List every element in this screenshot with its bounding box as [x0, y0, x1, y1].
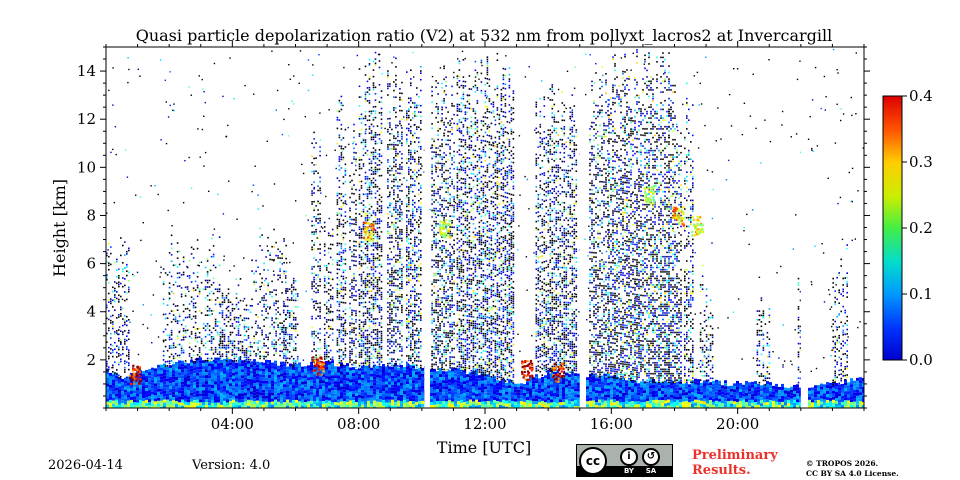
y-axis-label: Height [km]: [50, 179, 69, 277]
x-tick-label: 08:00: [337, 415, 380, 433]
footer-version: Version: 4.0: [192, 458, 271, 473]
cloud-column-5: [311, 131, 321, 366]
cloud-column-12: [431, 65, 455, 371]
colorbar-tick-label: 0.1: [909, 285, 933, 303]
copyright-line1: © TROPOS 2026.: [806, 459, 879, 468]
preliminary-results: Preliminary Results.: [692, 448, 778, 478]
boundary-layer-band: [106, 357, 864, 408]
y-tick-label: 6: [86, 255, 96, 273]
y-tick-label: 12: [77, 110, 96, 128]
cc-icon: cc: [579, 447, 607, 475]
x-axis-label: Time [UTC]: [437, 438, 531, 457]
by-icon: i: [620, 448, 638, 466]
cloud-column-20: [756, 297, 771, 386]
cloud-column-17: [668, 82, 682, 384]
background-noise: [106, 48, 864, 373]
cc-license-badge: cc i ↺ BY SA: [576, 444, 673, 477]
data-gap-1: [579, 47, 584, 408]
data-gap-0: [424, 47, 429, 408]
cloud-column-8: [349, 123, 357, 369]
cloud-column-9: [358, 51, 383, 369]
cloud-column-14: [535, 84, 578, 379]
depolarizing-layer-3: [672, 206, 685, 227]
copyright-notice: © TROPOS 2026. CC BY SA 4.0 License.: [806, 459, 899, 479]
colorbar-tick-label: 0.4: [909, 87, 933, 105]
x-tick-label: 04:00: [211, 415, 254, 433]
cloud-column-15: [589, 66, 609, 378]
depolarizing-layer-8: [552, 362, 566, 383]
y-tick-label: 14: [77, 62, 96, 80]
depolarizing-layer-1: [438, 219, 452, 239]
data-gap-2: [800, 47, 806, 408]
x-tick-label: 12:00: [463, 415, 506, 433]
cloud-column-19: [699, 264, 714, 384]
cloud-column-18: [684, 82, 694, 384]
heatmap: [106, 47, 864, 408]
preliminary-line1: Preliminary: [692, 448, 778, 463]
preliminary-line2: Results.: [692, 463, 751, 478]
y-tick-label: 10: [77, 158, 96, 176]
cloud-column-10: [387, 57, 403, 368]
y-tick-label: 4: [86, 303, 96, 321]
depolarizing-layer-5: [128, 364, 142, 385]
cloud-column-4: [282, 270, 299, 367]
x-axis: 04:00 08:00 12:00 16:00 20:00: [105, 41, 865, 433]
depolarizing-layer-7: [521, 359, 534, 381]
cloud-column-0: [106, 237, 130, 381]
y-tick-label: 2: [86, 351, 96, 369]
footer-date: 2026-04-14: [48, 458, 123, 473]
cloud-column-2: [219, 278, 252, 363]
cloud-column-1: [162, 234, 221, 368]
colorbar-tick-label: 0.3: [909, 153, 933, 171]
depolarizing-layer-6: [312, 356, 325, 377]
cloud-column-7: [336, 95, 347, 367]
depolarizing-layer-2: [643, 184, 657, 205]
depolarizing-layer-0: [363, 221, 376, 242]
sa-icon: ↺: [642, 448, 660, 466]
cloud-column-6: [323, 221, 334, 365]
cloud-column-3: [251, 227, 287, 365]
colorbar-axis: 0.0 0.1 0.2 0.3 0.4: [902, 87, 933, 369]
x-tick-label: 20:00: [716, 415, 759, 433]
y-axis: 2 4 6 8 10 12 14: [77, 46, 870, 409]
colorbar: [882, 95, 903, 361]
cloud-column-21: [797, 277, 802, 384]
cloud-column-13: [456, 52, 515, 385]
x-tick-label: 16:00: [590, 415, 633, 433]
cloud-column-22: [832, 244, 848, 386]
y-tick-label: 8: [86, 206, 96, 224]
colorbar-tick-label: 0.2: [909, 219, 933, 237]
colorbar-tick-label: 0.0: [909, 351, 933, 369]
sa-label: SA: [645, 467, 657, 475]
copyright-line2: CC BY SA 4.0 License.: [806, 469, 899, 478]
by-label: BY: [623, 467, 635, 475]
cloud-column-16: [608, 49, 670, 384]
depolarizing-layer-4: [691, 215, 705, 237]
chart-title: Quasi particle depolarization ratio (V2)…: [136, 26, 833, 45]
